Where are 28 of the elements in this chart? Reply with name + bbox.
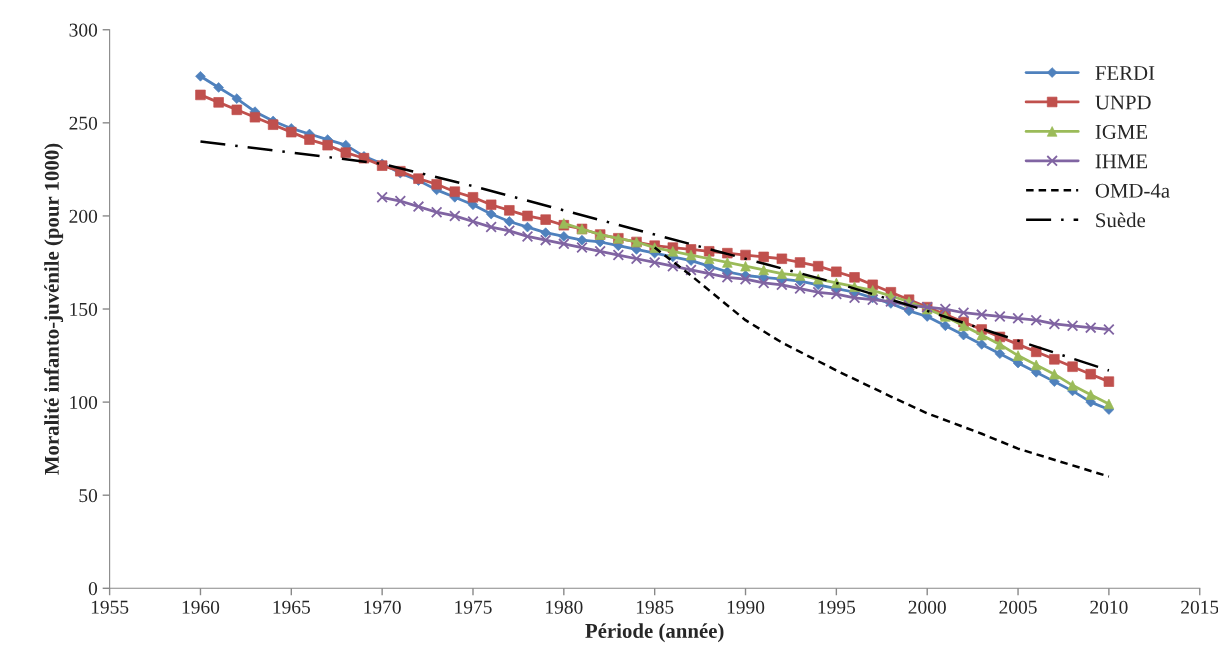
legend-label: Suède (1096, 212, 1146, 228)
y-tick-label: 200 (69, 209, 98, 223)
x-tick-label: 2015 (1181, 600, 1218, 614)
y-tick-label: 150 (70, 302, 98, 316)
x-tick-label: 1965 (273, 600, 310, 614)
y-tick-label: 300 (69, 23, 98, 37)
y-tick-label: 50 (79, 489, 98, 503)
y-tick-label: 250 (69, 116, 98, 130)
legend-label: IHME (1095, 154, 1148, 169)
x-tick-label: 1990 (727, 600, 765, 614)
y-tick-label: 100 (70, 395, 98, 410)
y-axis-title: Moralité infanto-juvénile (pour 1000) (43, 143, 64, 475)
legend-label: IGME (1095, 124, 1148, 139)
legend-label: OMD-4a (1095, 183, 1170, 198)
x-tick-label: 1975 (455, 600, 492, 614)
legend-label: UNPD (1095, 95, 1151, 110)
x-tick-label: 1995 (818, 600, 856, 614)
x-tick-label: 1970 (364, 600, 401, 614)
x-tick-label: 1955 (91, 600, 129, 614)
x-tick-label: 2005 (999, 600, 1037, 614)
y-tick-label: 0 (88, 582, 98, 596)
x-tick-label: 2010 (1090, 600, 1128, 614)
x-tick-label: 2000 (908, 600, 946, 614)
x-tick-label: 1960 (182, 600, 220, 614)
x-axis-title: Période (année) (585, 623, 724, 643)
x-tick-label: 1985 (636, 600, 674, 614)
legend-label: FERDI (1095, 66, 1155, 80)
x-tick-label: 1980 (546, 600, 583, 614)
